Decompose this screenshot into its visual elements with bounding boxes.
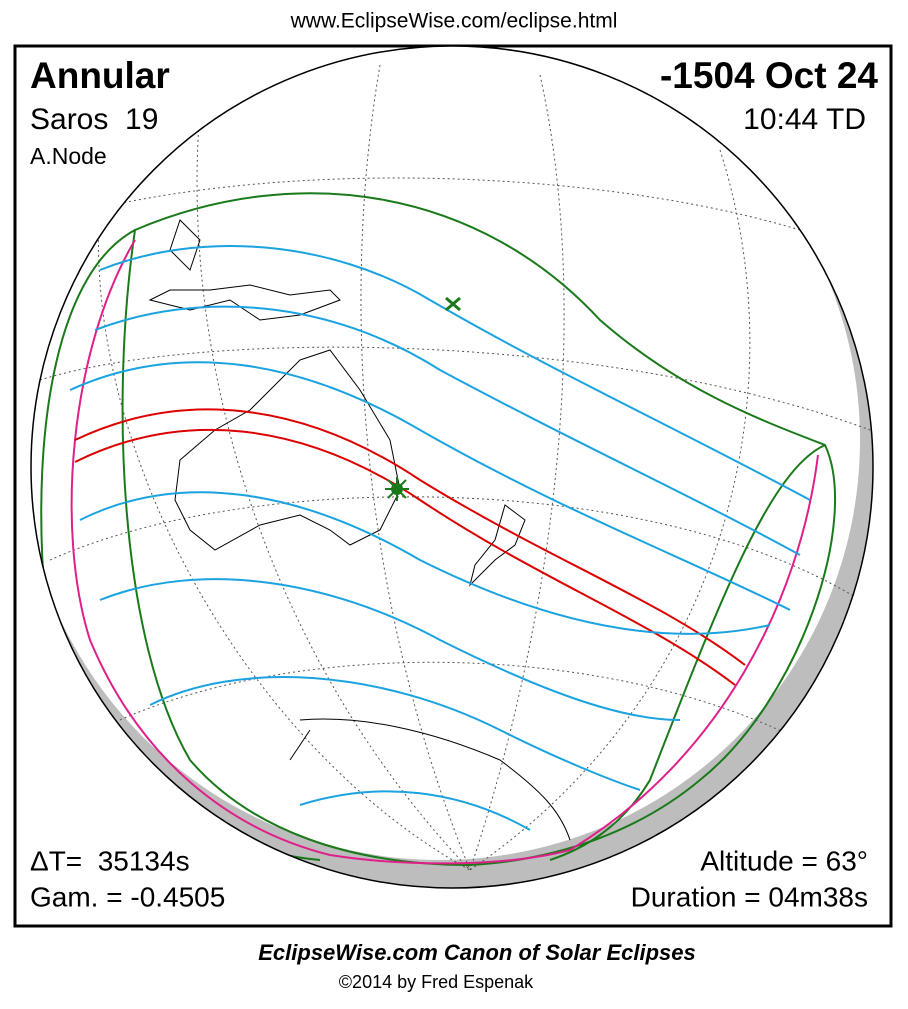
copyright: ©2014 by Fred Espenak — [339, 972, 534, 992]
duration: Duration = 04m38s — [631, 881, 868, 912]
node: A.Node — [30, 143, 107, 169]
eclipse-date: -1504 Oct 24 — [660, 55, 878, 96]
url: www.EclipseWise.com/eclipse.html — [290, 10, 618, 33]
altitude: Altitude = 63° — [700, 845, 868, 876]
saros: Saros 19 — [30, 103, 158, 136]
eclipse-type: Annular — [30, 55, 170, 96]
eclipse-time: 10:44 TD — [743, 103, 866, 136]
greatest-duration-marker — [385, 477, 409, 501]
globe — [31, 46, 873, 888]
gamma: Gam. = -0.4505 — [30, 881, 225, 912]
day-side — [31, 46, 860, 860]
greatest-eclipse-marker — [445, 296, 461, 312]
canon-title: EclipseWise.com Canon of Solar Eclipses — [258, 940, 696, 965]
globe-outline — [30, 45, 874, 889]
delta-t: ΔT= 35134s — [30, 845, 190, 876]
